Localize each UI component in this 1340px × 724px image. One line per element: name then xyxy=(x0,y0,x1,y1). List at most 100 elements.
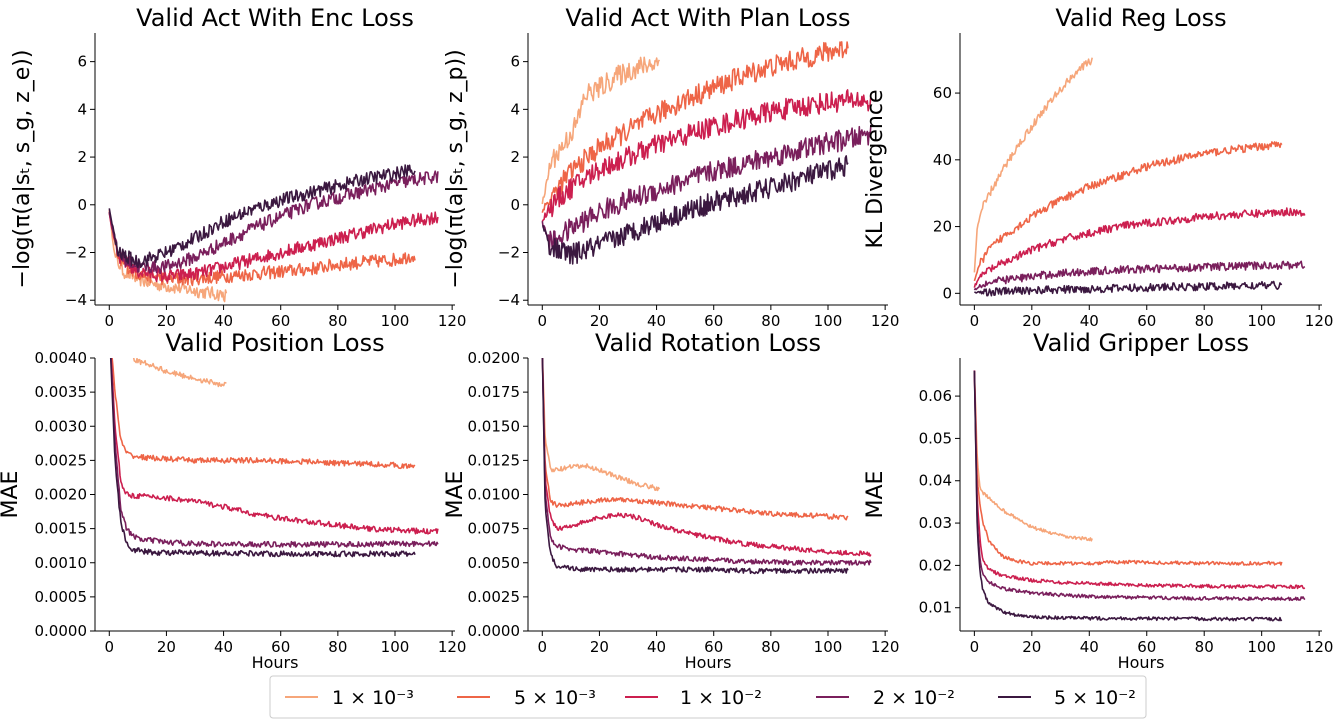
x-tick-label: 120 xyxy=(871,312,900,330)
y-tick-label: 6 xyxy=(77,53,87,71)
series-line-2 xyxy=(541,89,872,222)
x-axis-label: Hours xyxy=(252,653,299,672)
x-tick-label: 60 xyxy=(271,312,290,330)
subplot-3: 0 20 40 60 80 100 120 0.0000 0.0005 0.0010 0.0015 0… xyxy=(0,329,467,672)
series-line-1 xyxy=(973,141,1283,282)
x-tick-label: 80 xyxy=(328,638,347,656)
y-tick-label: 40 xyxy=(933,151,952,169)
subplot-1: 0 20 40 60 80 100 120 −4 −2 0 2 4 6 Valid Act With Pl… xyxy=(443,4,899,330)
x-tick-label: 0 xyxy=(538,312,548,330)
plot-title: Valid Act With Plan Loss xyxy=(565,4,850,32)
series-line-2 xyxy=(973,370,1306,590)
y-tick-label: 6 xyxy=(510,53,520,71)
x-tick-label: 0 xyxy=(970,638,980,656)
y-axis-label: −log(π(a|sₜ, s_g, z_p)) xyxy=(443,49,468,288)
series-line-4 xyxy=(108,164,416,269)
x-axis-label: Hours xyxy=(685,653,732,672)
series-line-1 xyxy=(108,210,416,287)
plot-lines xyxy=(973,370,1306,622)
series-line-1 xyxy=(973,371,1283,566)
y-tick-label: 20 xyxy=(933,218,952,236)
y-tick-label: 0 xyxy=(942,284,952,302)
x-tick-label: 40 xyxy=(1080,312,1099,330)
series-line-2 xyxy=(108,211,439,283)
y-tick-label: 0.0030 xyxy=(35,417,88,435)
series-line-1 xyxy=(541,358,849,521)
x-tick-label: 80 xyxy=(1195,312,1214,330)
y-tick-label: 4 xyxy=(510,100,520,118)
series-line-0 xyxy=(973,370,1093,542)
plot-title: Valid Reg Loss xyxy=(1055,4,1226,32)
legend: 1 × 10⁻³ 5 × 10⁻³ 1 × 10⁻² 2 × 10⁻² 5 × … xyxy=(269,675,1147,719)
series-line-3 xyxy=(541,124,872,252)
plot-lines xyxy=(541,41,872,265)
y-tick-label: 0.0025 xyxy=(35,451,88,469)
y-tick-label: 0.0075 xyxy=(468,520,521,538)
series-line-4 xyxy=(974,280,1283,297)
plot-lines xyxy=(973,57,1306,297)
series-line-0 xyxy=(541,56,661,205)
y-tick-label: 0.0200 xyxy=(468,349,521,367)
x-tick-label: 120 xyxy=(438,638,467,656)
x-tick-label: 60 xyxy=(1137,312,1156,330)
series-line-2 xyxy=(973,207,1306,288)
series-line-3 xyxy=(541,358,872,566)
subplot-0: 0 20 40 60 80 100 120 −4 −2 0 2 4 6 Valid Act With En… xyxy=(10,4,466,330)
legend-label-3: 2 × 10⁻² xyxy=(873,687,955,709)
x-tick-label: 60 xyxy=(704,312,723,330)
x-tick-label: 20 xyxy=(157,312,176,330)
x-tick-label: 100 xyxy=(814,638,843,656)
y-tick-label: 4 xyxy=(77,100,87,118)
y-axis-label: MAE xyxy=(443,471,468,519)
x-tick-label: 80 xyxy=(761,312,780,330)
y-tick-label: 0.02 xyxy=(919,556,952,574)
y-tick-label: −2 xyxy=(65,244,87,262)
plot-lines xyxy=(109,358,439,558)
series-line-2 xyxy=(541,358,872,557)
series-line-0 xyxy=(973,57,1093,273)
x-tick-label: 120 xyxy=(1305,638,1334,656)
y-tick-label: 0.0040 xyxy=(35,349,88,367)
series-line-1 xyxy=(111,358,416,470)
subplot-4: 0 20 40 60 80 100 120 0.0000 0.0025 0.0050 0.0075 0… xyxy=(443,329,899,672)
series-line-1 xyxy=(541,41,849,213)
series-line-0 xyxy=(108,213,228,303)
y-tick-label: 2 xyxy=(510,148,520,166)
x-tick-label: 80 xyxy=(1195,638,1214,656)
x-tick-label: 100 xyxy=(381,312,410,330)
x-tick-label: 100 xyxy=(1247,312,1276,330)
y-tick-label: 0.0100 xyxy=(468,486,521,504)
legend-frame xyxy=(269,675,1147,719)
y-tick-label: −4 xyxy=(498,291,520,309)
y-tick-label: 0 xyxy=(77,196,87,214)
x-tick-label: 100 xyxy=(1247,638,1276,656)
legend-label-4: 5 × 10⁻² xyxy=(1054,687,1136,709)
x-tick-label: 0 xyxy=(105,638,115,656)
y-tick-label: −2 xyxy=(498,244,520,262)
y-tick-label: 0.0005 xyxy=(35,588,88,606)
y-tick-label: 0.0020 xyxy=(35,486,88,504)
x-tick-label: 40 xyxy=(647,312,666,330)
series-line-0 xyxy=(132,358,227,388)
y-tick-label: 0.05 xyxy=(919,429,952,447)
x-tick-label: 0 xyxy=(538,638,548,656)
y-tick-label: 0.0025 xyxy=(468,588,521,606)
plot-lines xyxy=(541,358,872,575)
x-tick-label: 80 xyxy=(761,638,780,656)
y-tick-label: 60 xyxy=(933,84,952,102)
series-line-4 xyxy=(109,358,416,558)
x-tick-label: 20 xyxy=(1022,312,1041,330)
y-tick-label: 0.0125 xyxy=(468,451,521,469)
x-tick-label: 0 xyxy=(970,312,980,330)
series-line-2 xyxy=(110,358,439,535)
x-axis-label: Hours xyxy=(1118,653,1165,672)
x-tick-label: 20 xyxy=(157,638,176,656)
x-tick-label: 20 xyxy=(590,312,609,330)
series-line-4 xyxy=(973,370,1283,622)
y-tick-label: −4 xyxy=(65,291,87,309)
y-tick-label: 2 xyxy=(77,148,87,166)
plot-title: Valid Gripper Loss xyxy=(1033,329,1249,357)
y-axis-label: MAE xyxy=(863,471,888,519)
subplot-5: 0 20 40 60 80 100 120 0.01 0.02 0.03 0.04 0.05 0.06 V… xyxy=(863,329,1333,672)
x-tick-label: 40 xyxy=(214,638,233,656)
